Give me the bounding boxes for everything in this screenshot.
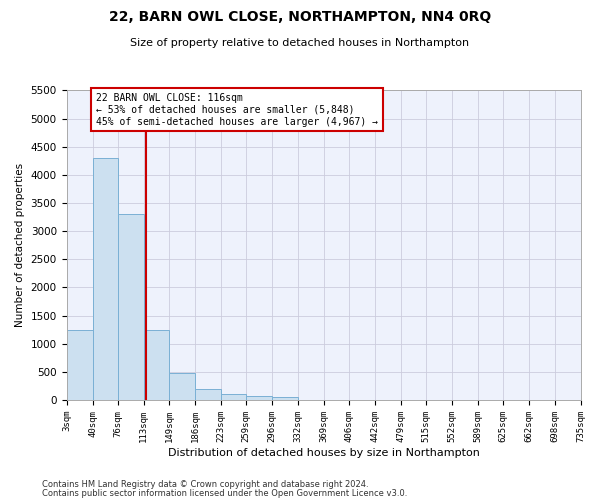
Bar <box>67 330 92 400</box>
Text: Contains public sector information licensed under the Open Government Licence v3: Contains public sector information licen… <box>42 488 407 498</box>
Text: Size of property relative to detached houses in Northampton: Size of property relative to detached ho… <box>130 38 470 48</box>
Text: Contains HM Land Registry data © Crown copyright and database right 2024.: Contains HM Land Registry data © Crown c… <box>42 480 368 489</box>
X-axis label: Distribution of detached houses by size in Northampton: Distribution of detached houses by size … <box>167 448 479 458</box>
Bar <box>195 388 221 400</box>
Text: 22, BARN OWL CLOSE, NORTHAMPTON, NN4 0RQ: 22, BARN OWL CLOSE, NORTHAMPTON, NN4 0RQ <box>109 10 491 24</box>
Bar <box>169 373 195 400</box>
Bar <box>272 396 298 400</box>
Bar <box>144 330 169 400</box>
Bar <box>221 394 246 400</box>
Bar <box>92 158 118 400</box>
Bar <box>246 396 272 400</box>
Bar <box>118 214 144 400</box>
Y-axis label: Number of detached properties: Number of detached properties <box>15 163 25 328</box>
Text: 22 BARN OWL CLOSE: 116sqm
← 53% of detached houses are smaller (5,848)
45% of se: 22 BARN OWL CLOSE: 116sqm ← 53% of detac… <box>96 94 378 126</box>
